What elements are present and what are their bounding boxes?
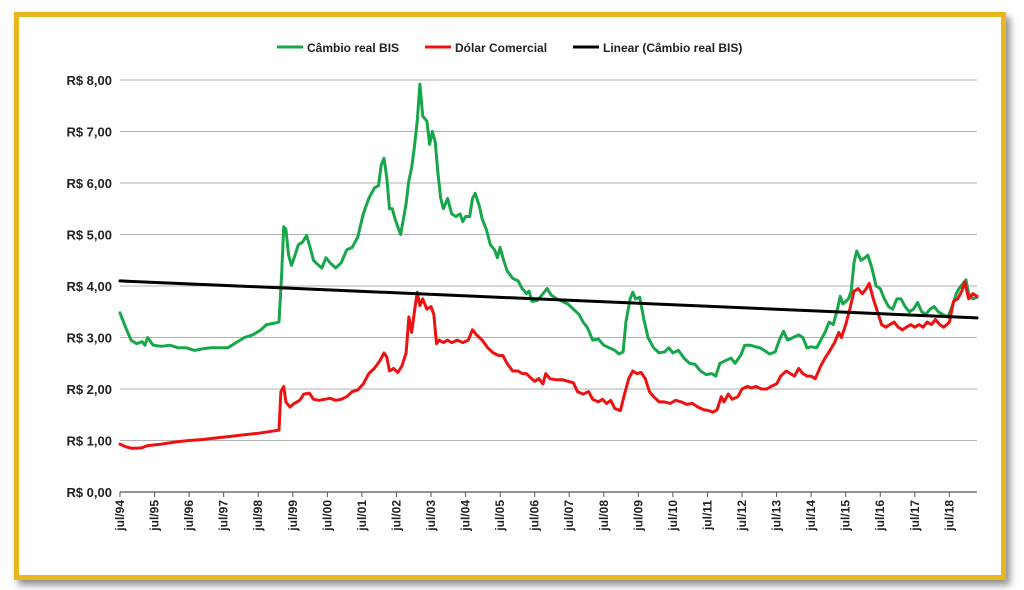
legend-item-red: Dólar Comercial xyxy=(425,41,547,55)
series-line-1 xyxy=(118,280,979,450)
y-tick-label: R$ 1,00 xyxy=(66,434,112,449)
x-tick-label: jul/96 xyxy=(182,500,196,532)
y-tick-label: R$ 0,00 xyxy=(66,485,112,500)
legend-label-black: Linear (Câmbio real BIS) xyxy=(603,41,742,55)
x-tick-label: jul/07 xyxy=(562,500,576,532)
y-tick-label: R$ 4,00 xyxy=(66,279,112,294)
legend-item-black: Linear (Câmbio real BIS) xyxy=(573,41,742,55)
line-chart: Câmbio real BIS Dólar Comercial Linear (… xyxy=(66,41,979,532)
x-tick-label: jul/08 xyxy=(597,500,611,532)
x-tick-label: jul/98 xyxy=(251,500,265,532)
x-tick-label: jul/00 xyxy=(320,500,334,532)
y-tick-label: R$ 7,00 xyxy=(66,125,112,140)
y-tick-label: R$ 8,00 xyxy=(66,73,112,88)
x-tick-label: jul/13 xyxy=(770,500,784,532)
x-axis-ticks: jul/94 jul/95 jul/96 jul/97 jul/98 jul/99 jul/… xyxy=(113,492,956,532)
x-tick-label: jul/17 xyxy=(908,500,922,532)
x-tick-label: jul/18 xyxy=(942,500,956,532)
x-tick-label: jul/95 xyxy=(148,500,162,532)
chart-legend: Câmbio real BIS Dólar Comercial Linear (… xyxy=(277,41,742,55)
legend-item-green: Câmbio real BIS xyxy=(277,41,399,55)
legend-label-green: Câmbio real BIS xyxy=(307,41,399,55)
x-tick-label: jul/99 xyxy=(286,500,300,532)
x-tick-label: jul/10 xyxy=(666,500,680,532)
series-line-2 xyxy=(118,279,979,320)
x-tick-label: jul/03 xyxy=(424,500,438,532)
x-tick-label: jul/02 xyxy=(389,500,403,532)
x-tick-label: jul/04 xyxy=(459,500,473,532)
x-tick-label: jul/11 xyxy=(700,500,714,531)
y-tick-label: R$ 3,00 xyxy=(66,331,112,346)
x-tick-label: jul/94 xyxy=(113,500,127,532)
x-tick-label: jul/97 xyxy=(217,500,231,532)
series-line-0 xyxy=(118,82,979,378)
series-lines xyxy=(118,82,979,450)
x-tick-label: jul/01 xyxy=(355,500,369,532)
y-axis-ticks: R$ 0,00 R$ 1,00 R$ 2,00 R$ 3,00 R$ 4,00 R$ 5,… xyxy=(66,73,112,500)
gridlines xyxy=(120,79,977,493)
x-tick-label: jul/06 xyxy=(528,500,542,532)
x-tick-label: jul/12 xyxy=(735,500,749,532)
x-tick-label: jul/14 xyxy=(804,500,818,532)
y-tick-label: R$ 6,00 xyxy=(66,176,112,191)
x-tick-label: jul/15 xyxy=(839,500,853,532)
chart-frame: Câmbio real BIS Dólar Comercial Linear (… xyxy=(14,12,1006,580)
x-tick-label: jul/05 xyxy=(493,500,507,532)
y-tick-label: R$ 5,00 xyxy=(66,228,112,243)
legend-label-red: Dólar Comercial xyxy=(455,41,547,55)
x-tick-label: jul/16 xyxy=(873,500,887,532)
y-tick-label: R$ 2,00 xyxy=(66,382,112,397)
x-tick-label: jul/09 xyxy=(631,500,645,532)
